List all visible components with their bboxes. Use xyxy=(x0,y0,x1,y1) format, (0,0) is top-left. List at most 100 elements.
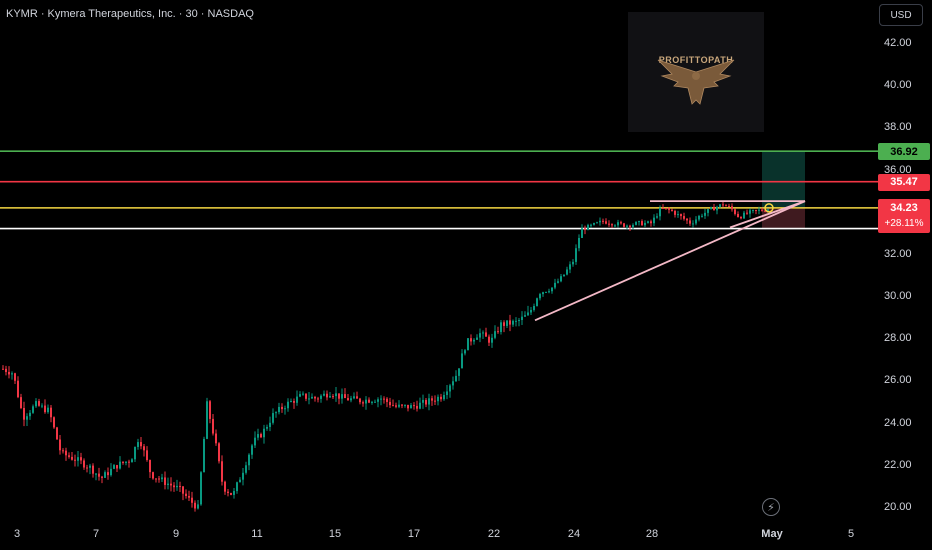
candle-body xyxy=(677,214,679,216)
candle-body xyxy=(611,224,613,226)
currency-selector[interactable]: USD xyxy=(879,4,923,26)
candle-body xyxy=(710,207,712,210)
candle-body xyxy=(212,418,214,434)
x-tick-label: 3 xyxy=(13,528,21,540)
candle-body xyxy=(230,492,232,495)
candle-body xyxy=(209,401,211,419)
candle-body xyxy=(47,407,49,413)
candle-body xyxy=(599,220,601,223)
candle-body xyxy=(197,504,199,509)
candle-body xyxy=(668,208,670,210)
candle-body xyxy=(224,481,226,492)
candle-body xyxy=(35,401,37,407)
candle-body xyxy=(725,205,727,207)
candle-body xyxy=(440,396,442,400)
candle-body xyxy=(617,222,619,226)
candle-body xyxy=(392,405,394,407)
candle-body xyxy=(461,353,463,369)
candle-body xyxy=(335,393,337,397)
candle-body xyxy=(14,373,16,381)
candle-body xyxy=(671,209,673,211)
candle-body xyxy=(350,398,352,401)
candle-body xyxy=(299,394,301,397)
candle-body xyxy=(71,456,73,460)
chart-title: KYMR · Kymera Therapeutics, Inc. · 30 · … xyxy=(6,8,254,20)
x-tick-label: May xyxy=(761,528,783,540)
candle-body xyxy=(227,491,229,493)
candle-body xyxy=(608,223,610,225)
candle-body xyxy=(689,220,691,224)
y-tick-label: 26.00 xyxy=(884,374,912,387)
candle-body xyxy=(272,413,274,423)
trendline xyxy=(534,200,806,322)
candle-body xyxy=(551,287,553,292)
candle-body xyxy=(368,399,370,403)
candle-body xyxy=(311,396,313,399)
candle-body xyxy=(326,393,328,398)
candle-body xyxy=(377,399,379,402)
candle-body xyxy=(185,493,187,496)
candle-body xyxy=(353,396,355,399)
candle-body xyxy=(110,468,112,476)
candle-body xyxy=(491,337,493,343)
watermark-logo: PROFITTOPATH xyxy=(628,12,764,132)
candle-body xyxy=(434,400,436,402)
candle-body xyxy=(656,216,658,218)
candle-body xyxy=(404,404,406,406)
candle-body xyxy=(596,222,598,224)
candle-body xyxy=(632,224,634,228)
candle-body xyxy=(620,222,622,224)
candle-body xyxy=(155,478,157,480)
candle-body xyxy=(371,401,373,403)
candle-body xyxy=(179,485,181,487)
candle-body xyxy=(20,397,22,409)
candle-body xyxy=(161,477,163,480)
candle-body xyxy=(158,478,160,480)
candle-body xyxy=(176,485,178,488)
candle-body xyxy=(308,398,310,400)
candle-body xyxy=(260,434,262,438)
x-tick-label: 17 xyxy=(407,528,421,540)
candle-body xyxy=(248,454,250,466)
candle-body xyxy=(401,404,403,406)
candle-body xyxy=(44,405,46,413)
y-tick-label: 20.00 xyxy=(884,501,912,513)
candle-body xyxy=(131,459,133,463)
y-tick-label: 28.00 xyxy=(884,332,912,345)
candle-body xyxy=(233,491,235,495)
candle-body xyxy=(128,461,130,463)
x-tick-label: 11 xyxy=(251,528,263,540)
candle-body xyxy=(278,406,280,413)
candle-body xyxy=(59,439,61,451)
candle-body xyxy=(422,399,424,403)
candle-body xyxy=(122,461,124,463)
lightning-icon[interactable]: ⚡ xyxy=(762,498,780,516)
candle-body xyxy=(701,215,703,217)
candle-body xyxy=(287,401,289,409)
candle-body xyxy=(419,402,421,409)
candle-body xyxy=(548,291,550,293)
candle-body xyxy=(488,336,490,343)
candle-body xyxy=(743,212,745,219)
candle-body xyxy=(692,223,694,225)
candle-body xyxy=(200,472,202,505)
candle-body xyxy=(449,385,451,392)
candle-body xyxy=(698,215,700,220)
candle-body xyxy=(218,443,220,462)
candle-body xyxy=(2,368,4,370)
candle-body xyxy=(95,473,97,475)
candle-body xyxy=(761,209,763,211)
candle-body xyxy=(68,455,70,457)
candle-body xyxy=(467,338,469,351)
y-tick-label: 36.00 xyxy=(884,163,912,176)
candle-body xyxy=(479,333,481,338)
candle-body xyxy=(341,394,343,399)
candle-body xyxy=(647,221,649,223)
candle-body xyxy=(290,401,292,403)
candle-body xyxy=(134,446,136,460)
candle-body xyxy=(581,228,583,238)
position-target-zone xyxy=(762,151,805,208)
candle-body xyxy=(755,209,757,211)
